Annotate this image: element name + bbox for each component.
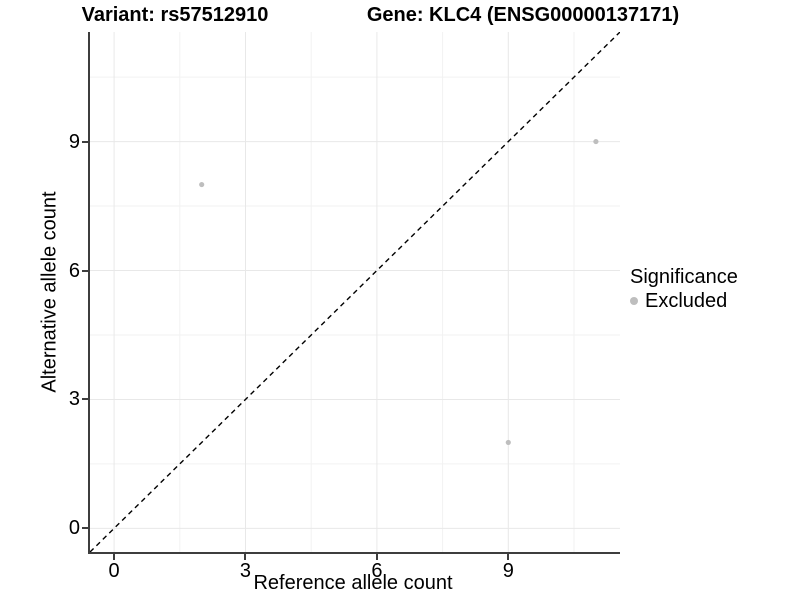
plot-title-variant: Variant: rs57512910	[81, 4, 269, 26]
y-axis-tick-mark	[82, 269, 88, 272]
data-point	[505, 439, 511, 446]
x-axis-tick-mark	[507, 554, 510, 560]
y-axis-tick-label: 0	[68, 517, 80, 540]
y-axis-tick-mark	[82, 140, 88, 143]
plot-canvas	[90, 32, 620, 552]
plot-title-gene: Gene: KLC4 (ENSG00000137171)	[366, 4, 680, 26]
x-axis-tick-label: 3	[239, 560, 252, 582]
legend-point-icon	[630, 297, 638, 305]
y-axis-tick-label: 9	[68, 130, 80, 153]
data-point	[593, 138, 599, 145]
x-axis-title: Reference allele count	[253, 572, 453, 594]
x-axis-tick-label: 6	[371, 560, 383, 582]
legend: Significance Excluded	[630, 266, 738, 312]
data-point	[199, 181, 205, 188]
x-axis-tick-label: 9	[502, 560, 514, 582]
legend-title: Significance	[630, 266, 738, 288]
identity-line	[90, 32, 620, 552]
plot-panel	[88, 32, 620, 554]
x-axis-tick-mark	[113, 554, 116, 560]
y-axis-tick-mark	[82, 527, 88, 530]
legend-entry-label: Excluded	[645, 290, 728, 312]
x-axis-tick-mark	[244, 554, 247, 560]
y-axis-tick-label: 3	[68, 388, 80, 411]
y-axis-title: Alternative allele count	[38, 191, 61, 393]
x-axis-tick-mark	[375, 554, 378, 560]
y-axis-tick-label: 6	[68, 259, 80, 282]
x-axis-tick-label: 0	[108, 560, 120, 582]
legend-entry: Excluded	[630, 290, 738, 312]
y-axis-tick-mark	[82, 398, 88, 401]
